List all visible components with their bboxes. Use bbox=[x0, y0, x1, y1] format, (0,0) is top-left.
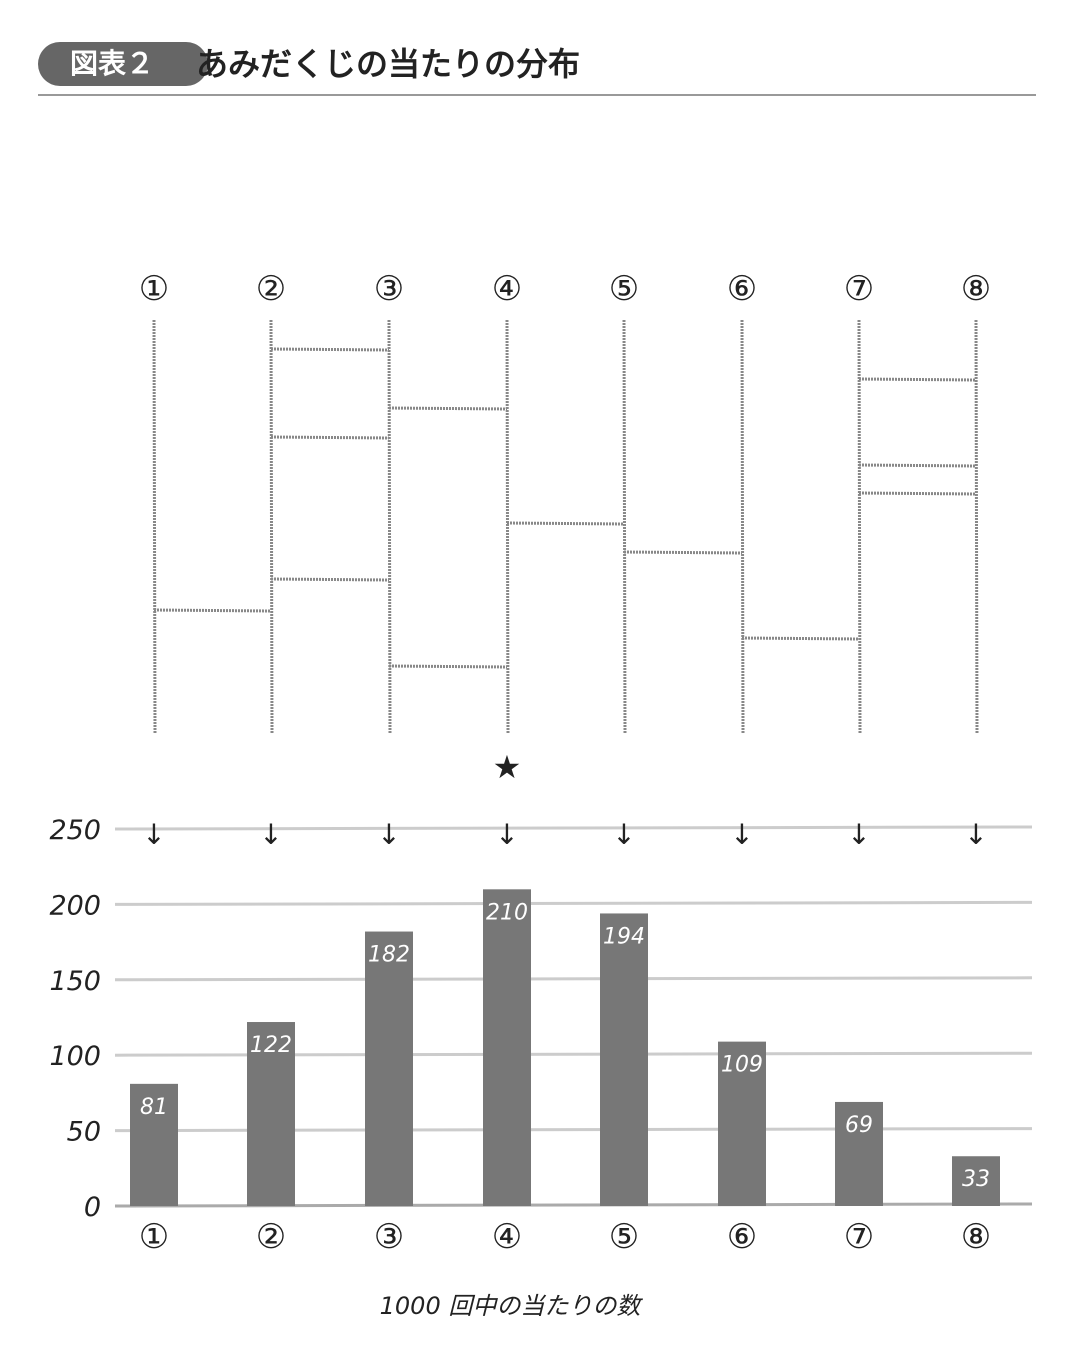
down-arrow-icon: ↓ bbox=[612, 818, 635, 851]
bar-8 bbox=[952, 1156, 1000, 1206]
amida-column-label-3: ③ bbox=[374, 269, 404, 309]
amida-rung bbox=[858, 463, 977, 468]
amida-rung bbox=[270, 577, 390, 582]
bar-value-label: 109 bbox=[721, 1053, 763, 1078]
x-tick-label-6: ⑥ bbox=[727, 1217, 757, 1257]
amida-rung bbox=[858, 491, 977, 496]
star-icon: ★ bbox=[493, 748, 522, 786]
amida-column-label-4: ④ bbox=[492, 269, 522, 309]
grid-line bbox=[114, 825, 1033, 831]
y-tick-label: 100 bbox=[49, 1041, 101, 1072]
header-rule bbox=[38, 94, 1036, 96]
down-arrow-icon: ↓ bbox=[964, 818, 987, 851]
amida-vertical-line bbox=[269, 319, 274, 735]
amida-diagram: ① ② ③ ④ ⑤ ⑥ ⑦ ⑧ ★ bbox=[139, 269, 991, 786]
bar-3 bbox=[365, 931, 413, 1206]
down-arrow-icon: ↓ bbox=[730, 818, 753, 851]
amida-rung bbox=[388, 664, 508, 669]
amida-column-label-8: ⑧ bbox=[961, 269, 991, 309]
figure-header: 図表２ あみだくじの当たりの分布 bbox=[38, 40, 1036, 96]
amida-column-label-7: ⑦ bbox=[844, 269, 874, 309]
figure-title: あみだくじの当たりの分布 bbox=[196, 45, 581, 83]
y-tick-label: 250 bbox=[49, 815, 101, 846]
amida-rung bbox=[388, 406, 508, 411]
bar-value-label: 33 bbox=[962, 1167, 990, 1192]
x-tick-label-2: ② bbox=[256, 1217, 286, 1257]
amida-vertical-line bbox=[857, 319, 862, 735]
amida-rung bbox=[270, 435, 390, 440]
bar-value-label: 194 bbox=[603, 924, 645, 949]
amida-vertical-line bbox=[505, 319, 510, 735]
bar-value-label: 210 bbox=[486, 900, 528, 925]
y-tick-label: 0 bbox=[84, 1192, 101, 1223]
amida-vertical-line bbox=[740, 319, 745, 735]
amida-vertical-line bbox=[152, 319, 157, 735]
amida-column-label-2: ② bbox=[256, 269, 286, 309]
bar-value-label: 69 bbox=[845, 1113, 873, 1138]
bar-7 bbox=[835, 1101, 883, 1206]
bar-6 bbox=[718, 1041, 766, 1206]
bar-value-label: 182 bbox=[368, 943, 410, 968]
down-arrow-icon: ↓ bbox=[377, 818, 400, 851]
grid-line bbox=[114, 976, 1033, 982]
amida-rung bbox=[506, 521, 625, 526]
x-tick-label-7: ⑦ bbox=[844, 1217, 874, 1257]
bar-1 bbox=[130, 1083, 178, 1206]
x-tick-label-3: ③ bbox=[374, 1217, 404, 1257]
figure-badge: 図表２ bbox=[38, 42, 186, 86]
amida-vertical-line bbox=[622, 319, 627, 735]
amida-rung bbox=[858, 377, 977, 382]
amida-rung bbox=[153, 608, 272, 613]
x-tick-label-4: ④ bbox=[492, 1217, 522, 1257]
amida-rung bbox=[623, 550, 743, 555]
y-tick-label: 150 bbox=[49, 966, 101, 997]
y-tick-label: 200 bbox=[49, 890, 101, 921]
down-arrow-icon: ↓ bbox=[847, 818, 870, 851]
bar-2 bbox=[247, 1022, 295, 1206]
amida-rung bbox=[741, 636, 860, 641]
x-tick-label-1: ① bbox=[139, 1217, 169, 1257]
down-arrow-icon: ↓ bbox=[259, 818, 282, 851]
amida-vertical-line bbox=[974, 319, 979, 735]
x-tick-label-5: ⑤ bbox=[609, 1217, 639, 1257]
bar-4 bbox=[483, 889, 531, 1206]
amida-column-label-6: ⑥ bbox=[727, 269, 757, 309]
y-tick-label: 50 bbox=[67, 1117, 101, 1148]
grid-line bbox=[114, 900, 1033, 906]
amida-column-label-1: ① bbox=[139, 269, 169, 309]
x-axis-label: 1000 回中の当たりの数 bbox=[380, 1292, 644, 1320]
bar-5 bbox=[600, 913, 648, 1206]
bar-value-label: 122 bbox=[250, 1033, 292, 1058]
amida-column-label-5: ⑤ bbox=[609, 269, 639, 309]
bar-value-label: 81 bbox=[140, 1095, 168, 1120]
amida-rung bbox=[270, 347, 390, 352]
x-tick-label-8: ⑧ bbox=[961, 1217, 991, 1257]
down-arrow-icon: ↓ bbox=[495, 818, 518, 851]
down-arrow-icon: ↓ bbox=[142, 818, 165, 851]
